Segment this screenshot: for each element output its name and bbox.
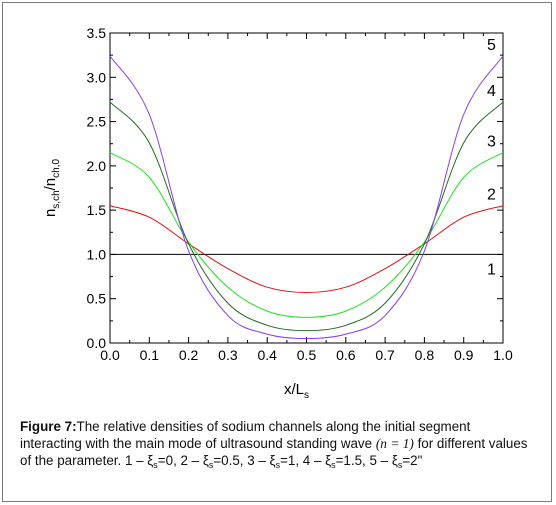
x-tick-label: 0.8 [415,347,435,363]
series-line-5 [109,55,504,340]
caption-sub-2: s [208,460,214,470]
series-line-2 [109,205,504,294]
caption-math: (n = 1) [375,436,414,451]
series-line-4 [109,101,504,332]
y-tick-label: 1.0 [87,246,107,262]
series-line-3 [109,152,504,318]
series-label-2: 2 [487,187,496,204]
chart: 0.0 0.1 0.2 0.3 0.4 0.5 0.6 0.7 0.8 0.9 1.0 0.0 0.5 1… [42,25,513,401]
caption-sub-4: s [331,460,336,470]
figure-label: Figure 7: [20,419,77,434]
caption-item-2: =0.5, 3 – ξ [213,453,276,468]
series-label-1: 1 [487,261,496,278]
caption-item-1: =0, 2 – ξ [157,453,209,468]
x-tick-label: 0.1 [140,347,160,363]
figure-frame [2,2,552,502]
caption-sub-3: s [275,460,281,470]
y-axis-label: ns,ch/nch,0 [42,159,62,218]
x-tick-label: 0.9 [454,347,474,363]
caption-item-5: =2" [402,453,423,468]
series-label-4: 4 [487,83,496,100]
caption-item-3: =1, 4 – ξ [280,453,332,468]
y-tick-label: 2.5 [87,114,107,130]
series-label-3: 3 [487,134,496,151]
caption-sub-1: s [153,460,158,470]
x-tick-label: 0.0 [100,347,120,363]
chart-curves [109,55,504,340]
x-tick-label: 0.3 [218,347,238,363]
y-tick-label: 1.5 [87,202,107,218]
x-tick-label: 0.5 [297,347,317,363]
x-tick-label: 0.6 [336,347,356,363]
caption-item-4: =1.5, 5 – ξ [335,453,398,468]
series-label-5: 5 [487,37,496,54]
x-tick-label: 0.7 [375,347,395,363]
caption-text-1: The relative densities of sodium channel… [20,419,471,451]
y-tick-label: 3.5 [87,25,107,41]
x-tick-label: 1.0 [493,347,513,363]
figure-caption: Figure 7:The relative densities of sodiu… [20,418,530,474]
caption-sub-5: s [397,460,403,470]
plot-area-border [109,32,504,344]
x-tick-label: 0.4 [257,347,277,363]
y-tick-label: 0.0 [87,335,107,351]
y-tick-label: 2.0 [87,158,107,174]
x-axis-label: x/Ls [284,381,309,401]
y-tick-label: 0.5 [87,291,107,307]
chart-axes [109,32,504,344]
x-tick-label: 0.2 [179,347,199,363]
y-tick-label: 3.0 [87,69,107,85]
caption-text-2: for different values of the parameter. 1… [20,436,528,468]
chart-labels: 0.0 0.1 0.2 0.3 0.4 0.5 0.6 0.7 0.8 0.9 1.0 0.0 0.5 1… [42,25,513,401]
